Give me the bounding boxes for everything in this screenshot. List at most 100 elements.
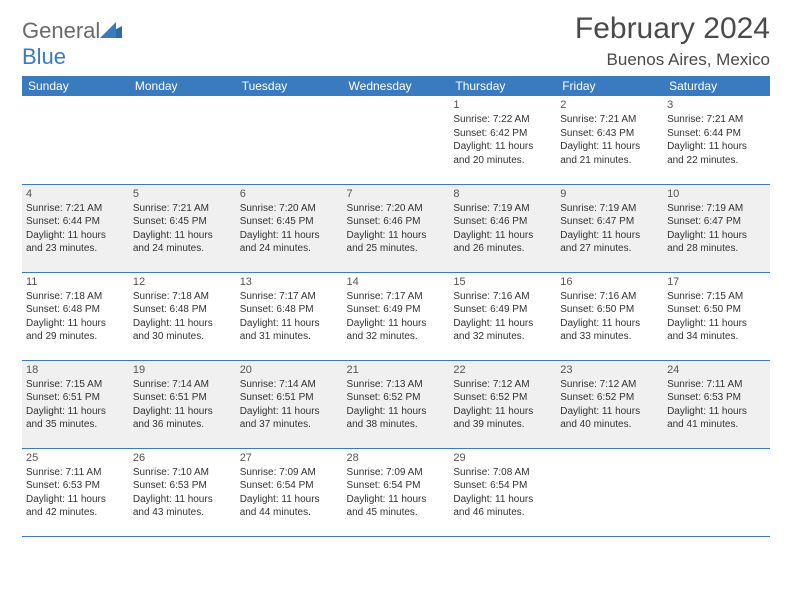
sunset-text: Sunset: 6:44 PM	[26, 215, 125, 229]
sunset-text: Sunset: 6:45 PM	[133, 215, 232, 229]
calendar-cell: 27 Sunrise: 7:09 AMSunset: 6:54 PMDayligh…	[236, 448, 343, 536]
logo-part2: Blue	[22, 44, 66, 69]
week-row: 18Sunrise: 7:15 AMSunset: 6:51 PMDayligh…	[22, 360, 770, 448]
calendar-cell: 2Sunrise: 7:21 AMSunset: 6:43 PMDaylight…	[556, 96, 663, 184]
daylight1-text: Daylight: 11 hours	[26, 317, 125, 331]
sunset-text: Sunset: 6:51 PM	[240, 391, 339, 405]
header: GeneralBlue February 2024 Buenos Aires, …	[22, 12, 770, 70]
daylight2-text: and 27 minutes.	[560, 242, 659, 256]
daylight1-text: Daylight: 11 hours	[560, 317, 659, 331]
day-number: 26	[133, 452, 232, 464]
daylight2-text: and 24 minutes.	[240, 242, 339, 256]
calendar-cell: 13Sunrise: 7:17 AMSunset: 6:48 PMDayligh…	[236, 272, 343, 360]
daylight1-text: Daylight: 11 hours	[133, 317, 232, 331]
sunset-text: Sunset: 6:52 PM	[560, 391, 659, 405]
daylight2-text: and 35 minutes.	[26, 418, 125, 432]
calendar-cell: 14Sunrise: 7:17 AMSunset: 6:49 PMDayligh…	[343, 272, 450, 360]
calendar-cell: 16Sunrise: 7:16 AMSunset: 6:50 PMDayligh…	[556, 272, 663, 360]
sunrise-text: Sunrise: 7:19 AM	[453, 202, 552, 216]
calendar-cell	[22, 96, 129, 184]
calendar-cell: 6Sunrise: 7:20 AMSunset: 6:45 PMDaylight…	[236, 184, 343, 272]
sunrise-text: Sunrise: 7:15 AM	[26, 378, 125, 392]
sunrise-text: Sunrise: 7:21 AM	[667, 113, 766, 127]
daylight2-text: and 32 minutes.	[453, 330, 552, 344]
calendar-cell: 9Sunrise: 7:19 AMSunset: 6:47 PMDaylight…	[556, 184, 663, 272]
daylight2-text: and 34 minutes.	[667, 330, 766, 344]
daylight2-text: and 33 minutes.	[560, 330, 659, 344]
day-number: 8	[453, 188, 552, 200]
daylight2-text: and 21 minutes.	[560, 154, 659, 168]
daylight1-text: Daylight: 11 hours	[667, 317, 766, 331]
daylight1-text: Daylight: 11 hours	[453, 140, 552, 154]
sunrise-text: Sunrise: 7:21 AM	[133, 202, 232, 216]
daylight1-text: Daylight: 11 hours	[347, 317, 446, 331]
daylight2-text: and 42 minutes.	[26, 506, 125, 520]
day-number: 6	[240, 188, 339, 200]
logo: GeneralBlue	[22, 18, 122, 70]
sunrise-text: Sunrise: 7:13 AM	[347, 378, 446, 392]
logo-triangle-icon	[100, 18, 122, 44]
calendar-cell: 24Sunrise: 7:11 AMSunset: 6:53 PMDayligh…	[663, 360, 770, 448]
daylight1-text: Daylight: 11 hours	[560, 405, 659, 419]
week-row: 25Sunrise: 7:11 AMSunset: 6:53 PMDayligh…	[22, 448, 770, 536]
calendar-cell: 11Sunrise: 7:18 AMSunset: 6:48 PMDayligh…	[22, 272, 129, 360]
calendar-cell: 25Sunrise: 7:11 AMSunset: 6:53 PMDayligh…	[22, 448, 129, 536]
sunrise-text: Sunrise: 7:10 AM	[133, 466, 232, 480]
calendar-cell: 22Sunrise: 7:12 AMSunset: 6:52 PMDayligh…	[449, 360, 556, 448]
daylight2-text: and 28 minutes.	[667, 242, 766, 256]
sunset-text: Sunset: 6:53 PM	[26, 479, 125, 493]
sunset-text: Sunset: 6:50 PM	[560, 303, 659, 317]
day-number: 3	[667, 99, 766, 111]
daylight2-text: and 46 minutes.	[453, 506, 552, 520]
calendar-cell: 21 Sunrise: 7:13 AMSunset: 6:52 PMDayligh…	[343, 360, 450, 448]
header-saturday: Saturday	[663, 76, 770, 96]
calendar-cell: 5Sunrise: 7:21 AMSunset: 6:45 PMDaylight…	[129, 184, 236, 272]
day-number: 11	[26, 276, 125, 288]
sunset-text: Sunset: 6:47 PM	[560, 215, 659, 229]
daylight1-text: Daylight: 11 hours	[240, 317, 339, 331]
header-monday: Monday	[129, 76, 236, 96]
sunset-text: Sunset: 6:44 PM	[667, 127, 766, 141]
day-number: 19	[133, 364, 232, 376]
sunrise-text: Sunrise: 7:11 AM	[26, 466, 125, 480]
day-number: 22	[453, 364, 552, 376]
daylight2-text: and 31 minutes.	[240, 330, 339, 344]
header-wednesday: Wednesday	[343, 76, 450, 96]
day-number: 27	[240, 452, 339, 464]
daylight1-text: Daylight: 11 hours	[26, 229, 125, 243]
daylight2-text: and 23 minutes.	[26, 242, 125, 256]
sunrise-text: Sunrise: 7:14 AM	[133, 378, 232, 392]
daylight2-text: and 20 minutes.	[453, 154, 552, 168]
week-row: 1Sunrise: 7:22 AMSunset: 6:42 PMDaylight…	[22, 96, 770, 184]
daylight1-text: Daylight: 11 hours	[347, 405, 446, 419]
calendar-cell	[663, 448, 770, 536]
daylight1-text: Daylight: 11 hours	[133, 229, 232, 243]
sunset-text: Sunset: 6:52 PM	[347, 391, 446, 405]
daylight1-text: Daylight: 11 hours	[453, 405, 552, 419]
sunrise-text: Sunrise: 7:18 AM	[26, 290, 125, 304]
day-number: 12	[133, 276, 232, 288]
calendar-cell: 1Sunrise: 7:22 AMSunset: 6:42 PMDaylight…	[449, 96, 556, 184]
sunset-text: Sunset: 6:54 PM	[453, 479, 552, 493]
sunset-text: Sunset: 6:48 PM	[240, 303, 339, 317]
day-number: 10	[667, 188, 766, 200]
daylight2-text: and 24 minutes.	[133, 242, 232, 256]
sunrise-text: Sunrise: 7:09 AM	[240, 466, 339, 480]
sunset-text: Sunset: 6:54 PM	[240, 479, 339, 493]
sunset-text: Sunset: 6:46 PM	[347, 215, 446, 229]
day-number: 21	[347, 364, 446, 376]
daylight1-text: Daylight: 11 hours	[240, 493, 339, 507]
daylight2-text: and 29 minutes.	[26, 330, 125, 344]
sunrise-text: Sunrise: 7:22 AM	[453, 113, 552, 127]
calendar-table: Sunday Monday Tuesday Wednesday Thursday…	[22, 76, 770, 537]
daylight1-text: Daylight: 11 hours	[667, 405, 766, 419]
day-number: 15	[453, 276, 552, 288]
sunset-text: Sunset: 6:46 PM	[453, 215, 552, 229]
day-number: 1	[453, 99, 552, 111]
calendar-cell: 19Sunrise: 7:14 AMSunset: 6:51 PMDayligh…	[129, 360, 236, 448]
title-block: February 2024 Buenos Aires, Mexico	[575, 12, 770, 70]
daylight1-text: Daylight: 11 hours	[667, 229, 766, 243]
sunrise-text: Sunrise: 7:12 AM	[453, 378, 552, 392]
daylight1-text: Daylight: 11 hours	[347, 493, 446, 507]
calendar-cell: 10Sunrise: 7:19 AMSunset: 6:47 PMDayligh…	[663, 184, 770, 272]
